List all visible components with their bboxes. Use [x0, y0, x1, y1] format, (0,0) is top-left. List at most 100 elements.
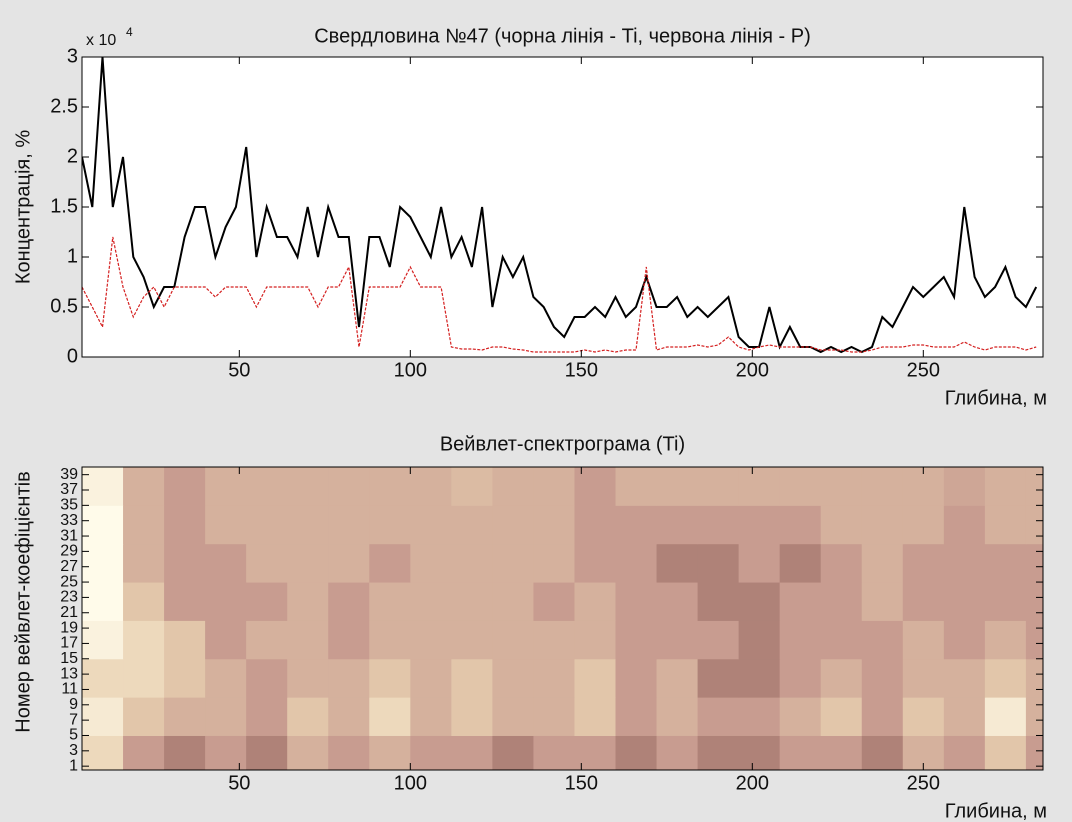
heatmap-cell — [533, 543, 575, 583]
heatmap-cell — [984, 543, 1027, 583]
heatmap-cell — [369, 620, 411, 660]
heatmap-cell — [984, 697, 1027, 736]
heatmap-cell — [1025, 543, 1043, 583]
heatmap-cell — [287, 543, 329, 583]
heatmap-cell — [287, 620, 329, 660]
x-tick-label: 100 — [394, 359, 427, 381]
y-tick-label: 9 — [69, 696, 78, 713]
heatmap-cell — [451, 620, 493, 660]
heatmap-cell — [533, 620, 575, 660]
heatmap-cell — [1025, 658, 1043, 698]
x-tick-label: 150 — [565, 359, 598, 381]
y-tick-label: 3 — [67, 45, 78, 67]
y-tick-label: 0 — [67, 345, 78, 367]
heatmap-cell — [328, 543, 370, 583]
heatmap-cell — [246, 620, 288, 660]
heatmap-cell — [574, 543, 617, 583]
heatmap-cell — [533, 467, 575, 506]
heatmap-cell — [82, 505, 124, 545]
y-tick-label: 35 — [60, 497, 78, 514]
heatmap-cell — [246, 658, 288, 698]
heatmap-cell — [697, 735, 740, 770]
heatmap-cell — [861, 467, 904, 506]
heatmap-cell — [984, 658, 1027, 698]
heatmap-cell — [287, 735, 329, 770]
heatmap-cell — [82, 582, 124, 621]
heatmap-cell — [697, 620, 740, 660]
y-tick-label: 1.5 — [50, 195, 78, 217]
heatmap-cell — [820, 543, 863, 583]
heatmap-cell — [943, 543, 986, 583]
heatmap-cell — [697, 582, 740, 621]
y-tick-label: 13 — [60, 665, 78, 682]
heatmap-cell — [533, 582, 575, 621]
heatmap-cell — [328, 505, 370, 545]
heatmap-cell — [451, 467, 493, 506]
heatmap-cell — [164, 697, 206, 736]
heatmap-cell — [492, 505, 534, 545]
heatmap-cell — [492, 582, 534, 621]
heatmap-cells — [82, 467, 1043, 770]
y-tick-label: 1 — [67, 245, 78, 267]
y-tick-label: 39 — [60, 466, 78, 483]
heatmap-cell — [820, 620, 863, 660]
heatmap-cell — [1025, 467, 1043, 506]
heatmap-cell — [328, 582, 370, 621]
heatmap-cell — [246, 697, 288, 736]
x-axis-label: Глибина, м — [945, 387, 1047, 409]
x-axis-label: Глибина, м — [945, 800, 1047, 822]
y-tick-label: 21 — [60, 604, 78, 621]
y-tick-label: 17 — [60, 635, 78, 652]
heatmap-cell — [574, 697, 617, 736]
chart-title: Свердловина №47 (чорна лінія - Ti, черво… — [314, 25, 811, 47]
heatmap-cell — [656, 505, 699, 545]
heatmap-cell — [779, 505, 822, 545]
y-tick-label: 25 — [60, 573, 78, 590]
x-tick-label: 200 — [736, 772, 769, 794]
heatmap-cell — [861, 505, 904, 545]
heatmap-cell — [205, 697, 247, 736]
line-ti — [82, 57, 1038, 354]
heatmap-cell — [984, 467, 1027, 506]
heatmap-cell — [656, 620, 699, 660]
heatmap-cell — [287, 697, 329, 736]
heatmap-cell — [246, 582, 288, 621]
heatmap-cell — [451, 658, 493, 698]
heatmap-cell — [205, 467, 247, 506]
heatmap-cell — [738, 543, 781, 583]
heatmap-cell — [738, 582, 781, 621]
heatmap-cell — [328, 620, 370, 660]
heatmap-cell — [615, 467, 658, 506]
heatmap-cell — [82, 620, 124, 660]
heatmap-cell — [1025, 620, 1043, 660]
y-tick-label: 11 — [61, 681, 78, 698]
heatmap-cell — [615, 620, 658, 660]
heatmap-cell — [164, 505, 206, 545]
heatmap-cell — [533, 505, 575, 545]
heatmap-cell — [328, 658, 370, 698]
heatmap-cell — [697, 505, 740, 545]
heatmap-cell — [492, 467, 534, 506]
heatmap-cell — [738, 505, 781, 545]
line-p — [82, 236, 1037, 353]
heatmap-cell — [779, 620, 822, 660]
chart-title: Вейвлет-спектрограма (Ti) — [440, 433, 685, 455]
y-tick-label: 19 — [60, 619, 78, 636]
heatmap-cell — [123, 543, 165, 583]
heatmap-cell — [1025, 697, 1043, 736]
heatmap-cell — [656, 543, 699, 583]
y-multiplier: x 10 — [86, 32, 116, 49]
heatmap-cell — [287, 467, 329, 506]
heatmap-cell — [861, 697, 904, 736]
heatmap-cell — [246, 543, 288, 583]
heatmap-cell — [205, 505, 247, 545]
y-tick-label: 23 — [60, 589, 78, 606]
heatmap-cell — [410, 620, 452, 660]
heatmap-cell — [902, 697, 945, 736]
heatmap-cell — [738, 467, 781, 506]
heatmap-cell — [1025, 505, 1043, 545]
heatmap-cell — [246, 467, 288, 506]
heatmap-cell — [615, 505, 658, 545]
heatmap-cell — [779, 582, 822, 621]
heatmap-cell — [697, 658, 740, 698]
